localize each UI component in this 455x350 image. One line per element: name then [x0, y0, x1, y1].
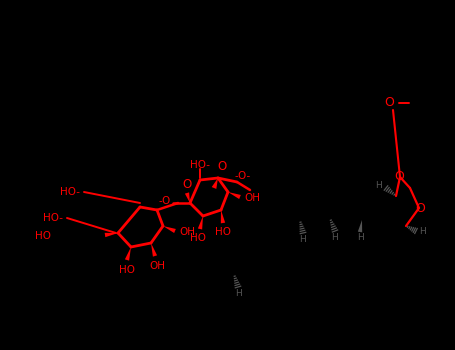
Text: OH: OH — [179, 227, 195, 237]
Text: O: O — [384, 97, 394, 110]
Polygon shape — [221, 210, 225, 223]
Text: O: O — [182, 178, 192, 191]
Text: HO: HO — [35, 231, 51, 241]
Polygon shape — [105, 233, 118, 237]
Text: H: H — [332, 232, 339, 241]
Text: H: H — [300, 234, 306, 244]
Polygon shape — [125, 247, 131, 261]
Text: H: H — [420, 226, 426, 236]
Text: HO: HO — [190, 233, 206, 243]
Text: O: O — [394, 170, 404, 183]
Text: O: O — [415, 202, 425, 215]
Polygon shape — [198, 216, 203, 230]
Text: OH: OH — [149, 261, 165, 271]
Polygon shape — [212, 178, 218, 189]
Text: O: O — [217, 160, 227, 173]
Text: HO-: HO- — [60, 187, 80, 197]
Polygon shape — [151, 243, 157, 257]
Text: -O-: -O- — [235, 171, 251, 181]
Text: OH: OH — [244, 193, 260, 203]
Text: HO-: HO- — [190, 160, 210, 170]
Polygon shape — [358, 220, 362, 232]
Text: HO: HO — [215, 227, 231, 237]
Text: H: H — [357, 233, 364, 243]
Text: H: H — [235, 288, 241, 298]
Text: -O: -O — [159, 196, 171, 206]
Text: H: H — [376, 182, 382, 190]
Text: HO-: HO- — [43, 213, 63, 223]
Polygon shape — [228, 192, 241, 199]
Polygon shape — [185, 193, 190, 203]
Polygon shape — [163, 226, 176, 233]
Text: HO: HO — [119, 265, 135, 275]
